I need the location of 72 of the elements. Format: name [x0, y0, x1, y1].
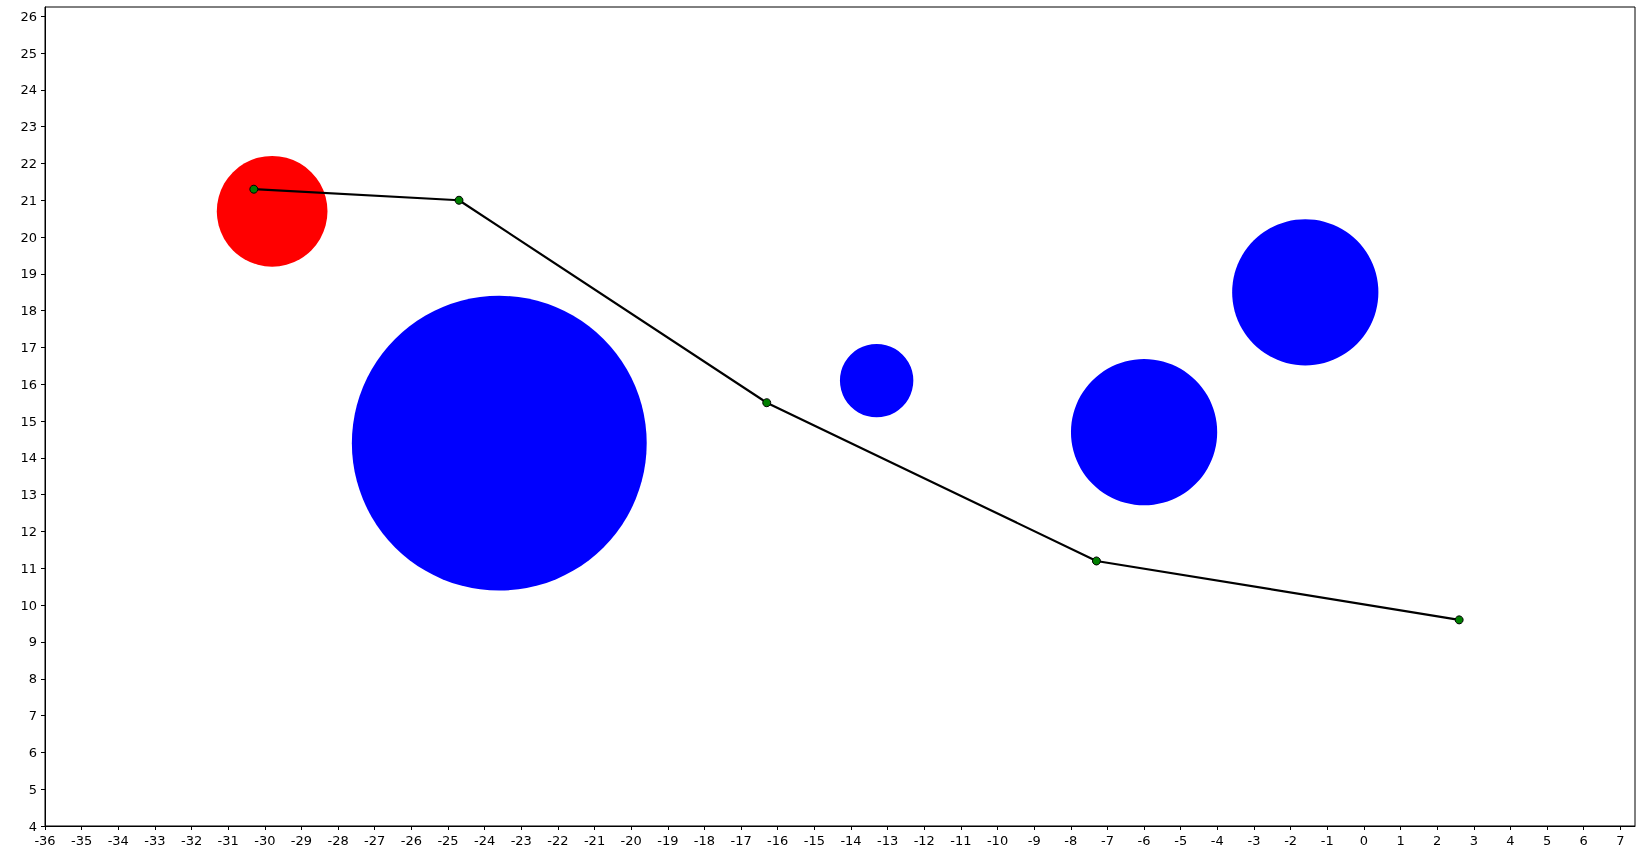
x-tick-label: -6: [1137, 833, 1151, 848]
y-tick-label: 14: [20, 450, 37, 466]
y-tick-label: 5: [28, 781, 37, 797]
y-tick-label: 15: [20, 413, 37, 429]
x-tick-label: -24: [474, 833, 496, 848]
x-tick-label: -2: [1284, 833, 1298, 848]
x-tick-label: -22: [547, 833, 569, 848]
x-tick-label: -16: [767, 833, 789, 848]
x-tick-label: -5: [1174, 833, 1188, 848]
x-tick-label: -32: [180, 833, 203, 848]
y-tick-label: 25: [20, 45, 37, 61]
x-tick-label: -36: [34, 833, 56, 848]
y-tick-label: 26: [20, 8, 37, 24]
point: [249, 184, 259, 194]
y-tick-label: 24: [20, 82, 37, 98]
y-tick-label: 23: [20, 119, 37, 135]
x-tick-label: -14: [840, 833, 862, 848]
x-tick-label: -26: [400, 833, 422, 848]
y-tick-label: 8: [28, 671, 37, 687]
x-tick-label: 1: [1396, 833, 1405, 848]
x-tick-label: -35: [71, 833, 93, 848]
x-tick-label: -28: [327, 833, 349, 848]
y-tick-label: 10: [20, 597, 37, 613]
y-tick-label: 4: [28, 818, 37, 834]
x-tick-label: -20: [620, 833, 642, 848]
x-tick-label: 3: [1469, 833, 1478, 848]
y-tick-label: 7: [28, 708, 37, 724]
x-tick-label: -25: [437, 833, 459, 848]
x-tick-label: 7: [1616, 833, 1625, 848]
x-tick-label: -12: [913, 833, 935, 848]
x-tick-label: -4: [1210, 833, 1224, 848]
x-tick-label: -31: [217, 833, 239, 848]
x-tick-label: -27: [364, 833, 386, 848]
x-tick-label: 6: [1579, 833, 1588, 848]
x-tick-label: -8: [1064, 833, 1078, 848]
point: [454, 195, 464, 205]
x-tick-label: -10: [986, 833, 1009, 848]
x-tick-label: -34: [107, 833, 129, 848]
y-tick-label: 17: [20, 339, 37, 355]
x-tick-label: 2: [1433, 833, 1442, 848]
y-tick-label: 18: [20, 303, 37, 319]
x-tick-label: -17: [730, 833, 752, 848]
y-tick-label: 21: [20, 192, 37, 208]
x-tick-label: 4: [1506, 833, 1515, 848]
x-tick-label: -13: [877, 833, 899, 848]
x-tick-label: 0: [1359, 833, 1369, 848]
x-tick-label: -3: [1247, 833, 1261, 848]
x-tick-label: -29: [290, 833, 313, 848]
y-tick-label: 6: [28, 744, 37, 760]
x-tick-label: 5: [1542, 833, 1552, 848]
x-tick-label: -30: [254, 833, 276, 848]
y-tick-label: 22: [20, 155, 37, 171]
y-tick-label: 9: [28, 634, 37, 650]
y-tick-label: 13: [20, 487, 37, 503]
point: [762, 398, 772, 408]
y-tick-label: 11: [20, 560, 37, 576]
point: [1454, 615, 1464, 625]
y-tick-label: 19: [20, 266, 37, 282]
x-tick-label: -33: [144, 833, 166, 848]
x-tick-label: -18: [693, 833, 716, 848]
x-tick-label: -9: [1027, 833, 1041, 848]
x-tick-label: -15: [803, 833, 825, 848]
point: [1091, 556, 1101, 566]
x-tick-label: -19: [657, 833, 679, 848]
x-tick-label: -23: [510, 833, 532, 848]
x-tick-label: -21: [583, 833, 606, 848]
x-tick-label: -11: [950, 833, 972, 848]
y-tick-label: 20: [20, 229, 37, 245]
y-tick-label: 12: [20, 524, 37, 540]
x-tick-label: -7: [1100, 833, 1114, 848]
x-tick-label: -1: [1320, 833, 1334, 848]
y-tick-label: 16: [20, 376, 37, 392]
